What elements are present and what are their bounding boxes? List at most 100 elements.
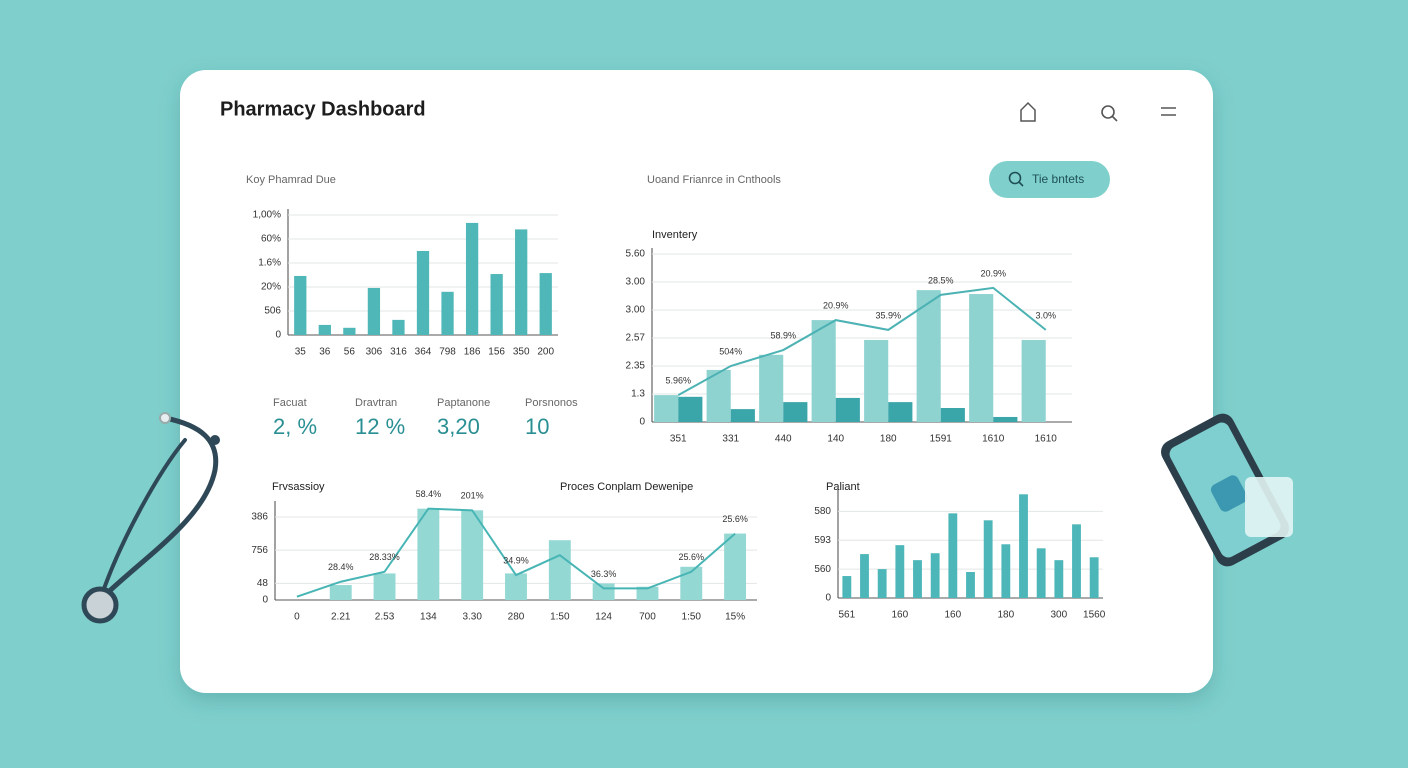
annotation: 28.5% — [928, 275, 954, 285]
annotation: 58.4% — [416, 489, 442, 499]
bar — [1021, 339, 1046, 422]
bar — [983, 520, 993, 598]
kpi-label: Dravtran — [355, 397, 397, 409]
bar — [913, 560, 922, 598]
x-tick-label: 561 — [838, 610, 855, 621]
bar — [930, 553, 940, 598]
bar — [842, 576, 852, 598]
annotation: 25.6% — [679, 552, 705, 562]
bar — [864, 339, 889, 422]
bar — [417, 508, 440, 600]
chart: Uoand Frianrce in Cnthools Inventery 0 1.3 2… — [626, 174, 1072, 445]
y-tick-label: 756 — [251, 545, 268, 556]
bar — [835, 397, 860, 422]
annotation: 20.9% — [823, 300, 849, 310]
kpi-label: Porsnonos — [525, 397, 578, 409]
y-tick-label: 386 — [251, 512, 268, 523]
annotation: 504% — [719, 346, 742, 356]
x-tick-label: 300 — [1050, 610, 1067, 621]
bar — [1054, 560, 1064, 598]
y-tick-label: 60% — [261, 234, 281, 245]
bar — [888, 402, 913, 422]
chart-title: Uoand Frianrce in Cnthools — [647, 174, 781, 186]
bar — [539, 273, 552, 335]
x-tick-label: 160 — [891, 610, 908, 621]
bar — [966, 572, 975, 598]
y-tick-label: 1.3 — [631, 389, 645, 400]
bar — [877, 569, 887, 598]
x-tick-label: 3.30 — [462, 612, 482, 623]
bar — [916, 290, 941, 422]
kpi-value: 10 — [525, 414, 549, 439]
line — [296, 507, 736, 598]
bar — [505, 573, 527, 600]
x-tick-label: 1591 — [930, 434, 953, 445]
chart-title: Paliant — [826, 481, 860, 493]
bar — [490, 274, 503, 335]
bar — [329, 585, 352, 600]
x-tick-label: 124 — [595, 612, 612, 623]
annotation: 20.9% — [980, 268, 1006, 278]
menu-icon[interactable] — [1161, 107, 1176, 116]
x-tick-label: 186 — [464, 347, 481, 358]
y-tick-label: 0 — [262, 595, 268, 606]
bar — [318, 324, 331, 335]
annotation: 34.9% — [503, 555, 529, 565]
annotation: 28.33% — [369, 552, 400, 562]
search-icon[interactable] — [1101, 105, 1118, 122]
bar — [1036, 548, 1046, 598]
y-tick-label: 580 — [814, 506, 831, 517]
kpi-value: 12 % — [355, 414, 405, 439]
x-tick-label: 316 — [390, 347, 407, 358]
chart-subtitle: Proces Conplam Dewenipe — [560, 481, 693, 493]
annotation: 58.9% — [770, 330, 796, 340]
bar — [1001, 544, 1011, 598]
x-tick-label: 2.53 — [375, 612, 395, 623]
bar — [706, 369, 731, 422]
x-tick-label: 1:50 — [682, 612, 702, 623]
bar — [1089, 557, 1099, 598]
x-tick-label: 15% — [725, 612, 745, 623]
home-icon[interactable] — [1020, 101, 1036, 122]
x-tick-label: 306 — [366, 347, 383, 358]
y-tick-label: 20% — [261, 282, 281, 293]
button-label[interactable]: Tie bntets — [1032, 172, 1084, 186]
x-tick-label: 798 — [439, 347, 456, 358]
x-tick-label: 180 — [997, 610, 1014, 621]
x-tick-label: 350 — [513, 347, 530, 358]
chart-title: Koy Phamrad Due — [246, 174, 336, 186]
x-tick-label: 1610 — [982, 434, 1005, 445]
annotation: 201% — [461, 491, 484, 501]
x-tick-label: 364 — [415, 347, 432, 358]
kpi-value: 2, % — [273, 414, 317, 439]
annotation: 28.4% — [328, 562, 354, 572]
filter-button[interactable]: Tie bntets — [989, 161, 1110, 198]
bar — [678, 396, 703, 422]
bar — [654, 395, 679, 422]
chart: Paliant 0 560 593 580 561 160 160 180 300 1560 — [814, 481, 1105, 621]
bar — [940, 408, 965, 422]
x-tick-label: 331 — [722, 434, 739, 445]
chart-subtitle: Inventery — [652, 229, 698, 241]
x-tick-label: 180 — [880, 434, 897, 445]
bar — [759, 354, 784, 422]
y-tick-label: 2.57 — [626, 333, 646, 344]
x-tick-label: 140 — [827, 434, 844, 445]
annotation: 5.96% — [665, 375, 691, 385]
y-tick-label: 0 — [639, 417, 645, 428]
bar — [948, 513, 958, 598]
x-tick-label: 2.21 — [331, 612, 351, 623]
chart: Frvsassioy Proces Conplam Dewenipe 0 48 756 3… — [251, 481, 757, 623]
annotation: 36.3% — [591, 569, 617, 579]
x-tick-label: 0 — [294, 612, 300, 623]
y-tick-label: 5.60 — [626, 249, 646, 260]
x-tick-label: 280 — [508, 612, 525, 623]
chart-title: Frvsassioy — [272, 481, 325, 493]
bar — [724, 533, 747, 600]
y-tick-label: 2.35 — [626, 361, 646, 372]
y-tick-label: 48 — [257, 578, 269, 589]
y-tick-label: 560 — [814, 564, 831, 575]
bar — [730, 409, 755, 422]
